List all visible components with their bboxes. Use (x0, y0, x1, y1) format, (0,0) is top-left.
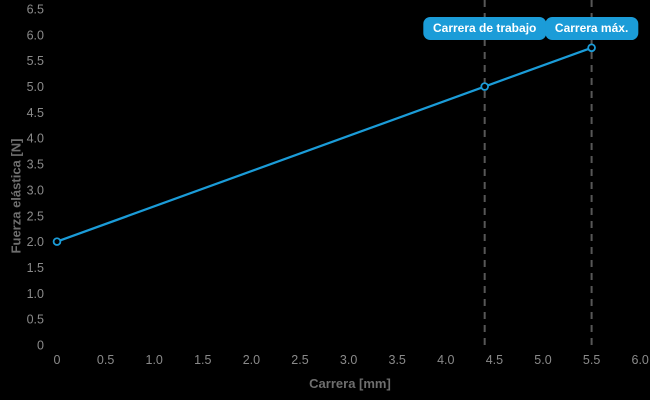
x-tick-label: 2.0 (243, 353, 260, 367)
x-tick-label: 5.0 (534, 353, 551, 367)
y-tick-label: 1.5 (27, 261, 44, 275)
y-tick-label: 2.5 (27, 209, 44, 223)
x-tick-label: 5.5 (583, 353, 600, 367)
data-point-marker (52, 237, 62, 246)
y-tick-label: 5.5 (27, 54, 44, 68)
y-tick-label: 4.5 (27, 106, 44, 120)
x-tick-label: 0.5 (97, 353, 114, 367)
x-tick-label: 1.0 (146, 353, 163, 367)
x-axis-title: Carrera [mm] (309, 376, 391, 391)
y-tick-label: 5.0 (27, 80, 44, 94)
y-tick-label: 3.5 (27, 158, 44, 172)
y-tick-label: 2.0 (27, 235, 44, 249)
y-tick-label: 4.0 (27, 132, 44, 146)
y-tick-label: 6.0 (27, 28, 44, 42)
x-tick-label: 3.0 (340, 353, 357, 367)
y-tick-label: 0 (37, 339, 44, 353)
data-point-marker (480, 82, 489, 91)
x-tick-label: 6.0 (632, 353, 649, 367)
annotation-badge-carrera-de-trabajo[interactable]: Carrera de trabajo (422, 17, 547, 40)
y-tick-label: 3.0 (27, 183, 44, 197)
x-tick-label: 2.5 (291, 353, 308, 367)
x-tick-label: 4.5 (486, 353, 503, 367)
y-tick-label: 0.5 (27, 313, 44, 327)
data-point-marker (587, 43, 596, 53)
y-axis-title: Fuerza elástica [N] (8, 138, 24, 254)
y-tick-label: 6.5 (27, 3, 44, 17)
x-tick-label: 3.5 (389, 353, 406, 367)
x-tick-label: 4.0 (437, 353, 454, 367)
x-tick-label: 0 (54, 353, 61, 367)
x-tick-label: 1.5 (194, 353, 211, 367)
annotation-badge-carrera-max[interactable]: Carrera máx. (544, 17, 639, 40)
y-tick-label: 1.0 (27, 287, 44, 301)
series-line (55, 46, 593, 243)
